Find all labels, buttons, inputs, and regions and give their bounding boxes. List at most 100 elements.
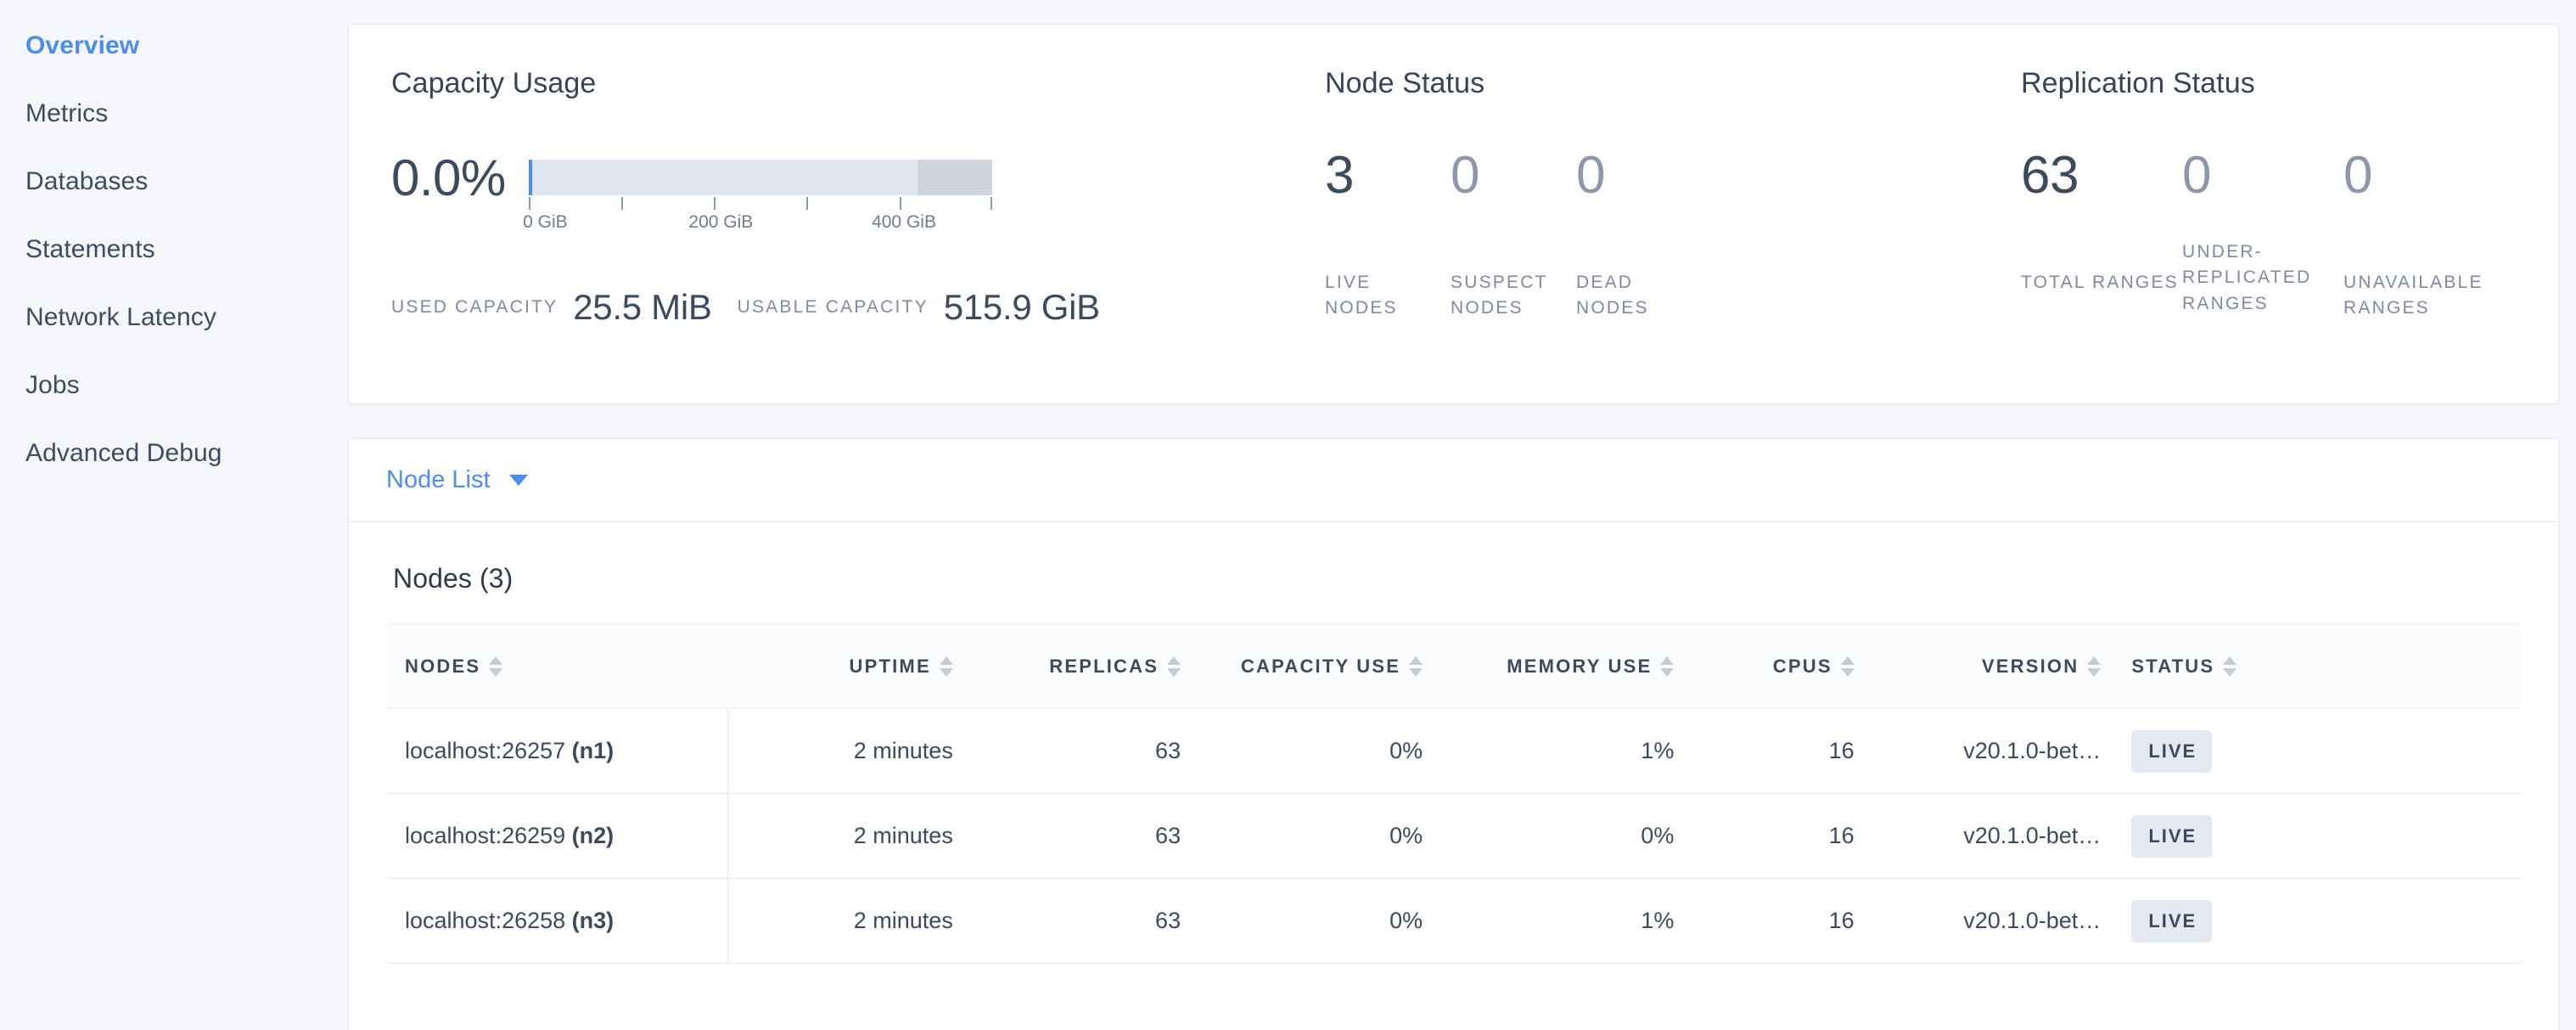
column-header-memory-use-label: MEMORY USE (1507, 655, 1653, 677)
cell-node[interactable]: localhost:26258 (n3) (386, 878, 728, 964)
used-capacity-label: USED CAPACITY (391, 297, 558, 318)
total-ranges-value: 63 (2021, 146, 2079, 205)
sidebar-item-jobs[interactable]: Jobs (25, 371, 80, 399)
capacity-percent-value: 0.0% (391, 149, 506, 206)
capacity-usage-title: Capacity Usage (391, 67, 597, 99)
total-ranges-label: TOTAL RANGES (2021, 273, 2179, 292)
unavailable-ranges-metric: 0 UNAVAILABLE RANGES (2343, 149, 2505, 322)
unavailable-ranges-label: UNAVAILABLE RANGES (2343, 273, 2483, 318)
sidebar-item-network-latency[interactable]: Network Latency (25, 303, 216, 331)
axis-tick (620, 197, 623, 210)
cell-version: v20.1.0-bet… (1866, 793, 2113, 879)
node-status-title: Node Status (1325, 67, 1485, 99)
sidebar-item-advanced-debug[interactable]: Advanced Debug (25, 439, 222, 467)
column-header-replicas[interactable]: REPLICAS (964, 623, 1193, 709)
node-id: (n3) (571, 908, 615, 933)
column-header-nodes-label: NODES (405, 655, 481, 677)
axis-tick (528, 197, 530, 210)
live-nodes-value: 3 (1325, 146, 1354, 205)
nodes-table-header-row: NODES UPTIME REPLICAS (386, 623, 2521, 709)
axis-label-2: 400 GiB (872, 212, 936, 232)
sidebar-nav: Overview Metrics Databases Statements Ne… (0, 0, 348, 487)
nodes-table: NODES UPTIME REPLICAS (386, 623, 2521, 964)
node-status-metrics: 3 LIVE NODES 0 SUSPECT NODES 0 DEAD NODE… (1325, 149, 2021, 322)
unavailable-ranges-value: 0 (2343, 146, 2372, 205)
usable-capacity-value: 515.9 GiB (943, 287, 1100, 327)
used-capacity-stat: USED CAPACITY 25.5 MiB (391, 287, 712, 328)
node-address: localhost:26258 (405, 908, 566, 933)
sidebar-item-statements[interactable]: Statements (25, 235, 155, 263)
sort-icon[interactable] (1167, 656, 1181, 677)
cell-version: v20.1.0-bet… (1866, 708, 2113, 794)
dead-nodes-metric: 0 DEAD NODES (1576, 149, 1702, 322)
node-status-panel: Node Status 3 LIVE NODES 0 SUSPECT NODES… (1325, 67, 2021, 403)
sort-icon[interactable] (2087, 656, 2102, 677)
nodes-table-wrapper: Nodes (3) NODES UPTIME (349, 522, 2558, 1030)
column-header-cpus-label: CPUS (1772, 655, 1832, 677)
sort-icon[interactable] (939, 656, 953, 677)
node-list-dropdown-label: Node List (386, 466, 491, 493)
cell-uptime: 2 minutes (727, 708, 965, 794)
axis-label-1: 200 GiB (688, 212, 754, 232)
under-replicated-ranges-metric: 0 UNDER-REPLICATED RANGES (2182, 149, 2343, 322)
cell-capacity-use: 0% (1193, 793, 1435, 879)
cell-version: v20.1.0-bet… (1866, 878, 2113, 964)
live-nodes-label: LIVE NODES (1325, 273, 1398, 318)
capacity-stats: USED CAPACITY 25.5 MiB USABLE CAPACITY 5… (391, 287, 1325, 328)
column-header-nodes[interactable]: NODES (386, 623, 728, 709)
cell-capacity-use: 0% (1193, 878, 1435, 964)
table-row[interactable]: localhost:26257 (n1) 2 minutes 63 0% 1% … (386, 708, 2521, 794)
column-header-cpus[interactable]: CPUS (1686, 623, 1866, 709)
dead-nodes-label: DEAD NODES (1576, 273, 1649, 318)
axis-tick (899, 197, 901, 210)
cell-memory-use: 1% (1434, 708, 1686, 794)
table-row[interactable]: localhost:26259 (n2) 2 minutes 63 0% 0% … (386, 793, 2521, 879)
cell-memory-use: 1% (1434, 878, 1686, 964)
sort-icon[interactable] (1409, 656, 1423, 677)
column-header-status[interactable]: STATUS (2113, 623, 2521, 709)
node-id: (n2) (571, 823, 615, 848)
sort-icon[interactable] (1660, 656, 1675, 677)
cell-cpus: 16 (1686, 708, 1866, 794)
column-header-version[interactable]: VERSION (1866, 623, 2113, 709)
column-header-capacity-use[interactable]: CAPACITY USE (1193, 623, 1435, 709)
cell-node[interactable]: localhost:26259 (n2) (386, 793, 728, 879)
cell-status: LIVE (2113, 793, 2521, 879)
suspect-nodes-metric: 0 SUSPECT NODES (1451, 149, 1576, 322)
sort-icon[interactable] (489, 656, 503, 677)
sort-icon[interactable] (1840, 656, 1855, 677)
cell-status: LIVE (2113, 708, 2521, 794)
sidebar-item-overview[interactable]: Overview (25, 31, 140, 59)
cell-capacity-use: 0% (1193, 708, 1435, 794)
node-list-dropdown[interactable]: Node List (386, 466, 528, 494)
capacity-gauge: 0.0% (391, 153, 1325, 236)
node-id: (n1) (571, 738, 615, 763)
column-header-replicas-label: REPLICAS (1049, 655, 1159, 677)
capacity-bar-used-segment (528, 160, 532, 195)
suspect-nodes-value: 0 (1451, 146, 1479, 205)
column-header-uptime[interactable]: UPTIME (727, 623, 965, 709)
sidebar-item-metrics[interactable]: Metrics (25, 99, 109, 127)
status-badge: LIVE (2131, 729, 2213, 773)
table-row[interactable]: localhost:26258 (n3) 2 minutes 63 0% 1% … (386, 878, 2521, 964)
column-header-status-label: STATUS (2131, 655, 2215, 677)
cell-status: LIVE (2113, 878, 2521, 964)
replication-status-metrics: 63 TOTAL RANGES 0 UNDER-REPLICATED RANGE… (2021, 149, 2558, 322)
column-header-uptime-label: UPTIME (849, 655, 931, 677)
cell-cpus: 16 (1686, 878, 1866, 964)
cell-replicas: 63 (964, 793, 1193, 879)
column-header-memory-use[interactable]: MEMORY USE (1434, 623, 1686, 709)
axis-label-0: 0 GiB (523, 212, 568, 232)
live-nodes-metric: 3 LIVE NODES (1325, 149, 1451, 322)
sort-icon[interactable] (2223, 656, 2237, 677)
capacity-bar-track (528, 160, 992, 195)
chevron-down-icon (508, 475, 528, 486)
usable-capacity-stat: USABLE CAPACITY 515.9 GiB (738, 287, 1101, 328)
node-list-header: Node List (349, 439, 2558, 522)
cell-node[interactable]: localhost:26257 (n1) (386, 708, 728, 794)
status-badge: LIVE (2131, 899, 2213, 943)
node-address: localhost:26259 (405, 823, 566, 848)
cell-uptime: 2 minutes (727, 793, 965, 879)
sidebar-item-databases[interactable]: Databases (25, 167, 149, 195)
